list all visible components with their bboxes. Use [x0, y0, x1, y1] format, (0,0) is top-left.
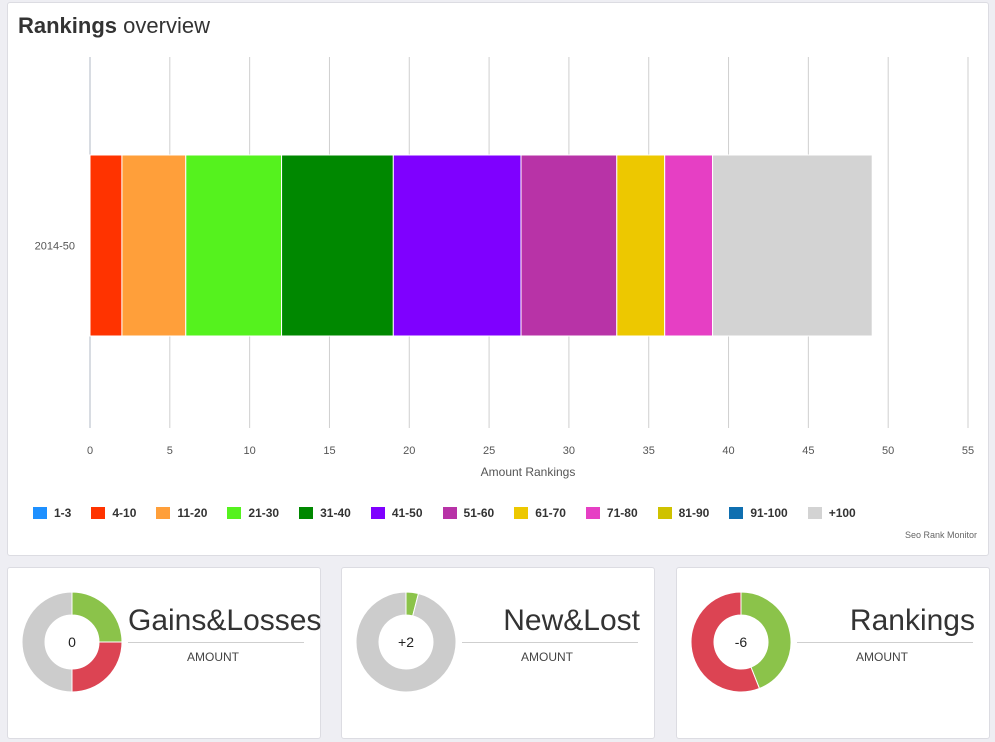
- legend-item[interactable]: 61-70: [514, 506, 566, 520]
- x-tick-label: 55: [962, 445, 974, 457]
- bar-segment: [520, 154, 618, 337]
- legend-swatch: [299, 507, 314, 519]
- legend-swatch: [657, 507, 672, 519]
- x-tick-label: 20: [403, 445, 415, 457]
- legend-item[interactable]: +100: [807, 506, 856, 520]
- x-tick-label: 10: [244, 445, 256, 457]
- bar-segment: [89, 154, 123, 337]
- x-tick-label: 50: [882, 445, 894, 457]
- donut-value: 0: [68, 634, 76, 650]
- bar-segment: [185, 154, 283, 337]
- legend-label: 21-30: [248, 506, 280, 520]
- card-new-lost: +2 New&Lost AMOUNT: [341, 567, 655, 739]
- card-divider: [797, 642, 973, 643]
- bar-segment: [616, 154, 666, 337]
- legend-label: 91-100: [750, 506, 788, 520]
- legend-swatch: [729, 507, 744, 519]
- card-rankings: -6 Rankings AMOUNT: [676, 567, 990, 739]
- legend-swatch: [33, 507, 47, 519]
- legend-item[interactable]: 51-60: [442, 506, 495, 520]
- donut-value: -6: [734, 634, 748, 650]
- legend-swatch: [370, 507, 385, 519]
- card-title: Rankings: [849, 604, 975, 637]
- legend-item[interactable]: 11-20: [156, 506, 207, 520]
- card-subtitle: AMOUNT: [187, 650, 239, 664]
- legend-item[interactable]: 1-3: [33, 506, 71, 520]
- bar-segment: [664, 154, 714, 337]
- donut-segment: [355, 591, 457, 693]
- title-bold: Rankings: [18, 13, 118, 38]
- legend-item[interactable]: 81-90: [657, 506, 710, 520]
- legend-label: 61-70: [535, 506, 566, 520]
- legend-swatch: [91, 507, 106, 519]
- legend-item[interactable]: 71-80: [585, 506, 638, 520]
- bar-segment: [712, 154, 873, 337]
- legend-label: 51-60: [463, 506, 495, 520]
- bar-segment: [281, 154, 394, 337]
- card-divider: [462, 642, 638, 643]
- new-lost-donut: [355, 591, 457, 693]
- gains-losses-donut: [21, 591, 123, 693]
- chart-legend: 1-3 4-10 11-20 21-30 31-40 41-50 51-60 61-70 71-…: [33, 506, 963, 520]
- legend-label: 4-10: [112, 506, 137, 520]
- card-title: New&Lost: [503, 604, 640, 637]
- card-divider: [128, 642, 304, 643]
- legend-item[interactable]: 41-50: [370, 506, 423, 520]
- x-tick-label: 5: [167, 445, 173, 457]
- legend-label: 31-40: [320, 506, 351, 520]
- bar-segment: [121, 154, 187, 337]
- legend-label: +100: [828, 506, 856, 520]
- x-tick-label: 30: [563, 445, 575, 457]
- legend-item[interactable]: 31-40: [299, 506, 351, 520]
- legend-label: 81-90: [678, 506, 710, 520]
- donut-segment: [740, 591, 792, 690]
- card-title: Gains&Losses: [128, 604, 322, 637]
- legend-label: 1-3: [54, 506, 72, 520]
- legend-label: 41-50: [391, 506, 423, 520]
- x-axis-title: Amount Rankings: [481, 465, 576, 479]
- donut-segment: [690, 591, 761, 693]
- chart-credit: Seo Rank Monitor: [904, 530, 977, 540]
- legend-label: 11-20: [177, 506, 208, 520]
- legend-item[interactable]: 91-100: [729, 506, 788, 520]
- donut-segment: [21, 591, 73, 693]
- donut-value: +2: [398, 634, 414, 650]
- card-subtitle: AMOUNT: [521, 650, 573, 664]
- title-rest: overview: [123, 13, 210, 38]
- legend-label: 71-80: [606, 506, 638, 520]
- legend-swatch: [227, 507, 242, 519]
- legend-item[interactable]: 21-30: [227, 506, 279, 520]
- card-subtitle: AMOUNT: [856, 650, 908, 664]
- card-gains-losses: 0 Gains&Losses AMOUNT: [7, 567, 321, 739]
- legend-swatch: [442, 507, 457, 519]
- bar-segment: [392, 154, 522, 337]
- legend-swatch: [156, 507, 171, 519]
- legend-swatch: [514, 507, 529, 519]
- page-title: Rankings overview: [18, 13, 210, 39]
- y-tick-label: 2014-50: [35, 241, 75, 253]
- x-tick-label: 45: [802, 445, 814, 457]
- x-tick-label: 25: [483, 445, 495, 457]
- legend-item[interactable]: 4-10: [91, 506, 136, 520]
- x-tick-label: 40: [722, 445, 734, 457]
- x-tick-label: 0: [87, 445, 93, 457]
- x-tick-label: 35: [643, 445, 655, 457]
- x-tick-label: 15: [323, 445, 335, 457]
- legend-swatch: [585, 507, 600, 519]
- rankings-donut: [690, 591, 792, 693]
- legend-swatch: [807, 507, 822, 519]
